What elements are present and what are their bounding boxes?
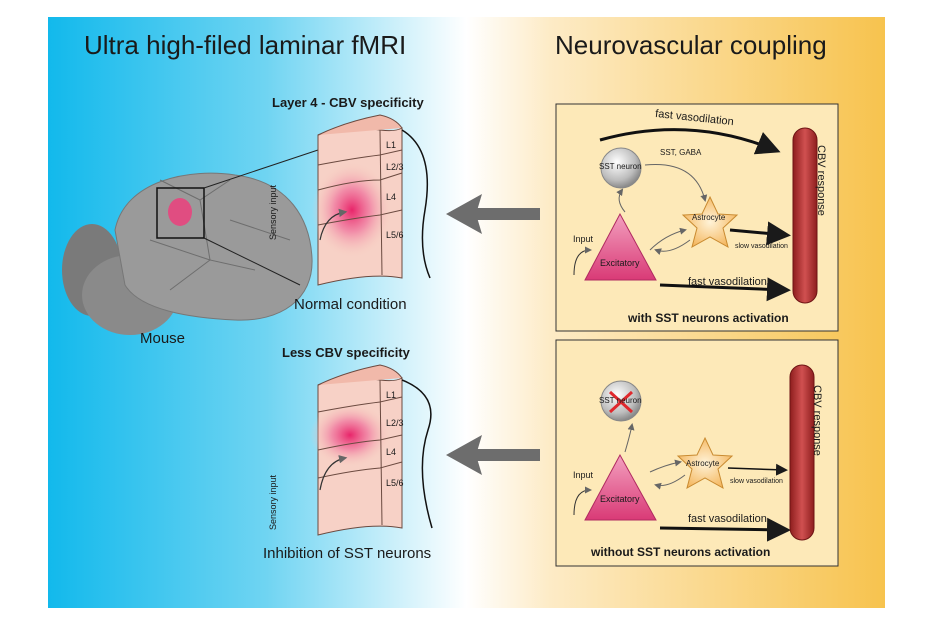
box-bottom-caption: without SST neurons activation <box>591 545 771 559</box>
top-panel-caption: Normal condition <box>294 296 407 313</box>
box-top-astrocyte: Astrocyte <box>692 213 726 222</box>
bottom-panel-title: Less CBV specificity <box>282 345 410 360</box>
top-layer-l56: L5/6 <box>386 230 404 240</box>
box-top-excitatory: Excitatory <box>600 258 640 268</box>
box-bottom-astrocyte: Astrocyte <box>686 459 720 468</box>
box-bottom-slow-vaso: slow vasodilation <box>730 478 783 485</box>
bottom-panel-caption: Inhibition of SST neurons <box>263 545 432 562</box>
box-bottom-cbv: CBV response <box>811 385 823 456</box>
box-bottom-input: Input <box>573 470 594 480</box>
box-bottom-diagram <box>573 364 815 542</box>
left-title: Ultra high-filed laminar fMRI <box>84 30 407 60</box>
bottom-layer-l1: L1 <box>386 390 397 400</box>
box-top-sst-neuron: SST neuron <box>599 162 642 171</box>
box-top-slow-vaso: slow vasodilation <box>735 243 788 250</box>
top-layer-l1: L1 <box>386 140 397 150</box>
mouse-label: Mouse <box>140 330 186 347</box>
bottom-layer-l56: L5/6 <box>386 478 404 488</box>
box-top-fast-vaso-lower: fast vasodilation <box>688 276 767 288</box>
mouse-brain-illustration <box>62 149 319 335</box>
box-bottom-sst-neuron: SST neuron <box>599 396 642 405</box>
top-sensory-input: Sensory input <box>268 184 278 240</box>
arrow-bottom <box>446 435 540 475</box>
top-layer-l4: L4 <box>386 192 397 202</box>
arrow-top <box>446 194 540 234</box>
box-top-input: Input <box>573 234 594 244</box>
box-top-sst-gaba: SST, GABA <box>660 148 702 157</box>
top-layer-l23: L2/3 <box>386 162 404 172</box>
box-top-cbv: CBV response <box>815 145 827 216</box>
right-title: Neurovascular coupling <box>555 30 827 60</box>
box-bottom-excitatory: Excitatory <box>600 494 640 504</box>
top-panel-title: Layer 4 - CBV specificity <box>272 95 424 110</box>
bottom-sensory-input: Sensory input <box>268 474 278 530</box>
cortex-column-top <box>312 114 431 286</box>
box-top-diagram <box>573 127 818 304</box>
cortex-column-bottom <box>310 364 433 536</box>
bottom-layer-l23: L2/3 <box>386 418 404 428</box>
bottom-layer-l4: L4 <box>386 447 397 457</box>
box-bottom-fast-vaso: fast vasodilation <box>688 513 767 525</box>
box-top-caption: with SST neurons activation <box>628 311 789 325</box>
